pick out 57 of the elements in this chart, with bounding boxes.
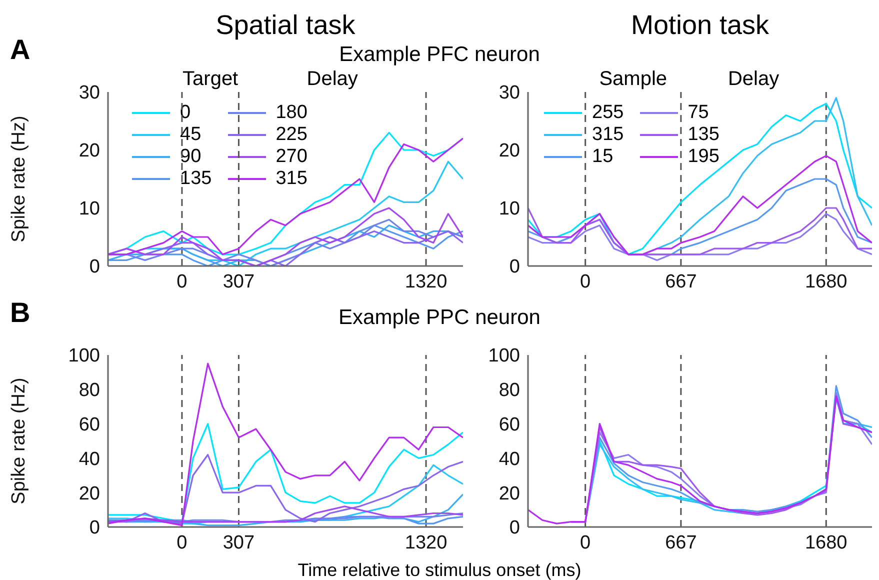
text: B bbox=[10, 297, 30, 329]
y-tick-label: 20 bbox=[498, 483, 520, 504]
y-tick-label: 80 bbox=[78, 380, 100, 402]
chart-subtitle: Example PPC neuron bbox=[338, 306, 540, 329]
y-axis-title: Spike rate (Hz) bbox=[8, 378, 30, 504]
legend-label: 270 bbox=[274, 146, 310, 168]
y-axis-title: Spike rate (Hz) bbox=[8, 116, 30, 242]
y-tick-label: 20 bbox=[78, 483, 100, 504]
legend-label: 45 bbox=[178, 124, 204, 146]
text: Target bbox=[182, 68, 240, 91]
y-tick-label: 10 bbox=[498, 198, 520, 220]
legend-label: 180 bbox=[274, 102, 310, 124]
chart-subtitle: Example PFC neuron bbox=[339, 43, 540, 66]
x-tick-label: 1320 bbox=[404, 271, 448, 292]
y-tick-label: 0 bbox=[509, 256, 520, 278]
y-tick-label: 0 bbox=[89, 518, 100, 539]
text: A bbox=[10, 34, 30, 66]
y-tick-label: 80 bbox=[498, 380, 520, 402]
x-tick-label: 0 bbox=[176, 532, 188, 554]
x-tick-label: 1320 bbox=[404, 532, 448, 554]
text: Delay bbox=[726, 68, 780, 91]
y-tick-label: 20 bbox=[498, 140, 520, 162]
legend-label: 315 bbox=[590, 124, 626, 146]
y-tick-label: 10 bbox=[78, 198, 100, 220]
x-axis-title: Time relative to stimulus onset (ms) bbox=[296, 560, 582, 580]
y-tick-label: 30 bbox=[498, 82, 520, 104]
legend-label: 135 bbox=[686, 124, 722, 146]
x-tick-label: 0 bbox=[580, 271, 591, 292]
legend-label: 255 bbox=[590, 102, 626, 124]
x-tick-label: 307 bbox=[222, 271, 255, 292]
x-tick-label: 667 bbox=[665, 271, 697, 292]
x-tick-label: 0 bbox=[580, 532, 591, 554]
x-tick-label: 307 bbox=[222, 532, 255, 554]
y-tick-label: 30 bbox=[78, 82, 100, 104]
legend-label: 15 bbox=[590, 146, 616, 168]
y-tick-label: 40 bbox=[498, 448, 520, 470]
x-tick-label: 1680 bbox=[804, 532, 848, 554]
chart-title: Motion task bbox=[630, 10, 770, 41]
legend-label: 195 bbox=[686, 146, 722, 168]
y-tick-label: 40 bbox=[78, 448, 100, 470]
x-tick-label: 0 bbox=[176, 271, 188, 292]
y-tick-label: 100 bbox=[68, 346, 100, 367]
legend-label: 75 bbox=[686, 102, 711, 124]
y-tick-label: 0 bbox=[509, 518, 520, 539]
chart-title: Spatial task bbox=[214, 10, 356, 41]
text: Sample bbox=[598, 68, 668, 91]
y-tick-label: 0 bbox=[89, 256, 100, 278]
y-tick-label: 20 bbox=[78, 140, 100, 162]
legend-label: 225 bbox=[274, 124, 310, 146]
legend-label: 315 bbox=[274, 168, 310, 190]
x-tick-label: 667 bbox=[665, 532, 697, 554]
y-tick-label: 60 bbox=[498, 414, 520, 436]
legend-label: 135 bbox=[178, 168, 214, 190]
y-tick-label: 60 bbox=[78, 414, 100, 436]
text: Delay bbox=[306, 68, 359, 91]
y-tick-label: 100 bbox=[488, 346, 520, 367]
x-tick-label: 1680 bbox=[804, 271, 848, 292]
